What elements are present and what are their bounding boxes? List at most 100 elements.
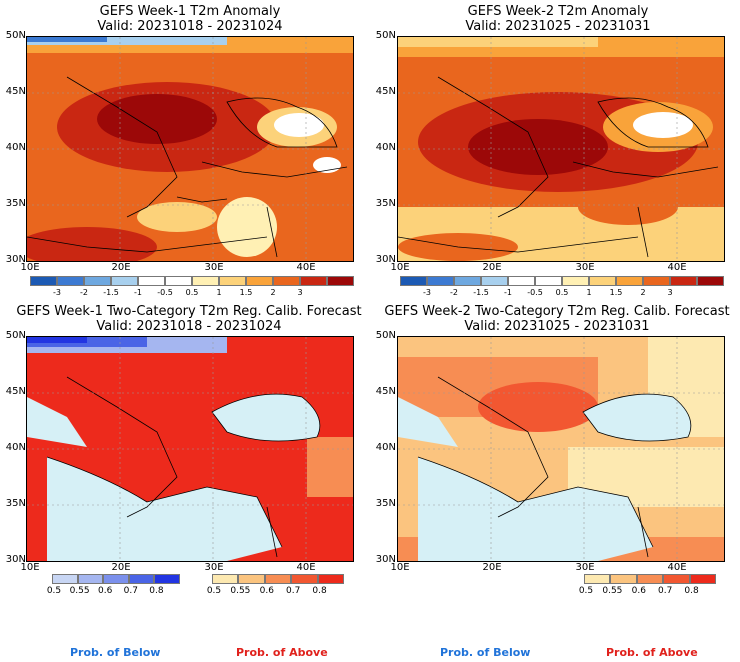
- lon-label: 20E: [111, 562, 131, 573]
- lat-label: 40N: [375, 142, 396, 153]
- colorbar-tick-label: 0.6: [259, 586, 274, 596]
- lat-label: 35N: [5, 498, 26, 509]
- lon-label: 30E: [575, 562, 595, 573]
- lon-label: 10E: [20, 262, 40, 273]
- colorbar-swatch: [670, 276, 697, 286]
- lon-label: 10E: [390, 262, 410, 273]
- lon-label: 40E: [667, 562, 687, 573]
- colorbar-tick-label: -1.5: [473, 288, 489, 297]
- panel1-title: GEFS Week-1 T2m Anomaly Valid: 20231018 -…: [97, 4, 283, 34]
- map-week1-anomaly: [26, 36, 354, 262]
- colorbar-tick-label: -3: [53, 288, 61, 297]
- colorbar-tick-label: 0.55: [602, 586, 623, 596]
- anomaly-colorbar-1: [30, 276, 354, 286]
- lat-label: 40N: [5, 442, 26, 453]
- lon-label: 40E: [296, 562, 316, 573]
- colorbar-tick-label: 0.5: [578, 586, 594, 596]
- colorbar-tick-label: 0.5: [46, 586, 62, 596]
- lat-label: 30N: [375, 554, 396, 565]
- colorbar-tick-label: 0.5: [185, 288, 199, 297]
- colorbar-tick-label: -2: [80, 288, 88, 297]
- colorbar-swatch: [636, 574, 664, 584]
- colorbar-tick-label: -3: [423, 288, 431, 297]
- lat-label: 50N: [5, 30, 26, 41]
- colorbar-tick-label: 0.8: [684, 586, 699, 596]
- colorbar-swatch: [562, 276, 589, 286]
- lon-label: 20E: [111, 262, 131, 273]
- colorbar-swatch: [57, 276, 84, 286]
- colorbar-swatch: [30, 276, 57, 286]
- colorbar-swatch: [400, 276, 427, 286]
- lon-label: 30E: [575, 262, 595, 273]
- colorbar-swatch: [246, 276, 273, 286]
- colorbar-tick-label: 0.5: [555, 288, 569, 297]
- lon-label: 10E: [390, 562, 410, 573]
- colorbar-swatch: [643, 276, 670, 286]
- colorbar-swatch: [103, 574, 129, 584]
- lat-label: 45N: [5, 86, 26, 97]
- colorbar-tick-label: 1.5: [609, 288, 623, 297]
- colorbar-tick-label: 2: [640, 288, 646, 297]
- prob-above-colorbar-2: [584, 574, 716, 584]
- lat-label: 50N: [375, 30, 396, 41]
- colorbar-swatch: [697, 276, 724, 286]
- colorbar-swatch: [427, 276, 454, 286]
- colorbar-tick-label: -1: [504, 288, 512, 297]
- lat-label: 35N: [375, 498, 396, 509]
- lat-label: 30N: [375, 254, 396, 265]
- prob-below-label-2: Prob. of Below: [440, 646, 531, 659]
- colorbar-tick-label: -0.5: [157, 288, 173, 297]
- colorbar-swatch: [454, 276, 481, 286]
- lon-label: 40E: [667, 262, 687, 273]
- colorbar-swatch: [138, 276, 165, 286]
- prob-above-label-2: Prob. of Above: [606, 646, 698, 659]
- colorbar-swatch: [300, 276, 327, 286]
- map-week2-probability: [397, 336, 725, 562]
- colorbar-swatch: [77, 574, 104, 584]
- lon-label: 20E: [482, 562, 502, 573]
- colorbar-tick-label: -1.5: [103, 288, 119, 297]
- colorbar-swatch: [584, 574, 611, 584]
- map-week1-probability: [26, 336, 354, 562]
- colorbar-swatch: [535, 276, 562, 286]
- anomaly-colorbar-2: [400, 276, 724, 286]
- colorbar-swatch: [589, 276, 616, 286]
- colorbar-swatch: [84, 276, 111, 286]
- lat-label: 30N: [5, 254, 26, 265]
- lat-label: 40N: [375, 442, 396, 453]
- lat-label: 50N: [375, 330, 396, 341]
- colorbar-tick-label: -0.5: [527, 288, 543, 297]
- colorbar-tick-label: 0.7: [286, 586, 301, 596]
- colorbar-swatch: [317, 574, 344, 584]
- colorbar-swatch: [327, 276, 354, 286]
- colorbar-tick-label: 0.8: [312, 586, 327, 596]
- lon-label: 20E: [482, 262, 502, 273]
- panel2-title: GEFS Week-2 T2m Anomaly Valid: 20231025 -…: [465, 4, 651, 34]
- colorbar-swatch: [165, 276, 192, 286]
- lon-label: 30E: [204, 562, 224, 573]
- prob-below-label-1: Prob. of Below: [70, 646, 161, 659]
- lat-label: 45N: [375, 386, 396, 397]
- lat-label: 35N: [375, 198, 396, 209]
- colorbar-swatch: [238, 574, 265, 584]
- prob-above-colorbar-1: [212, 574, 344, 584]
- colorbar-tick-label: -2: [450, 288, 458, 297]
- lat-label: 50N: [5, 330, 26, 341]
- lon-label: 40E: [296, 262, 316, 273]
- colorbar-tick-label: 1: [586, 288, 592, 297]
- colorbar-tick-label: 0.6: [631, 586, 646, 596]
- colorbar-tick-label: 3: [297, 288, 303, 297]
- colorbar-swatch: [663, 574, 690, 584]
- prob-below-colorbar-1: [52, 574, 180, 584]
- map-week2-anomaly: [397, 36, 725, 262]
- colorbar-swatch: [128, 574, 155, 584]
- colorbar-tick-label: 0.6: [98, 586, 113, 596]
- colorbar-tick-label: 0.8: [149, 586, 164, 596]
- colorbar-swatch: [508, 276, 535, 286]
- colorbar-tick-label: -1: [134, 288, 142, 297]
- panel4-title: GEFS Week-2 Two-Category T2m Reg. Calib.…: [384, 304, 730, 334]
- colorbar-swatch: [212, 574, 239, 584]
- colorbar-tick-label: 0.55: [230, 586, 251, 596]
- lon-label: 30E: [204, 262, 224, 273]
- colorbar-swatch: [481, 276, 508, 286]
